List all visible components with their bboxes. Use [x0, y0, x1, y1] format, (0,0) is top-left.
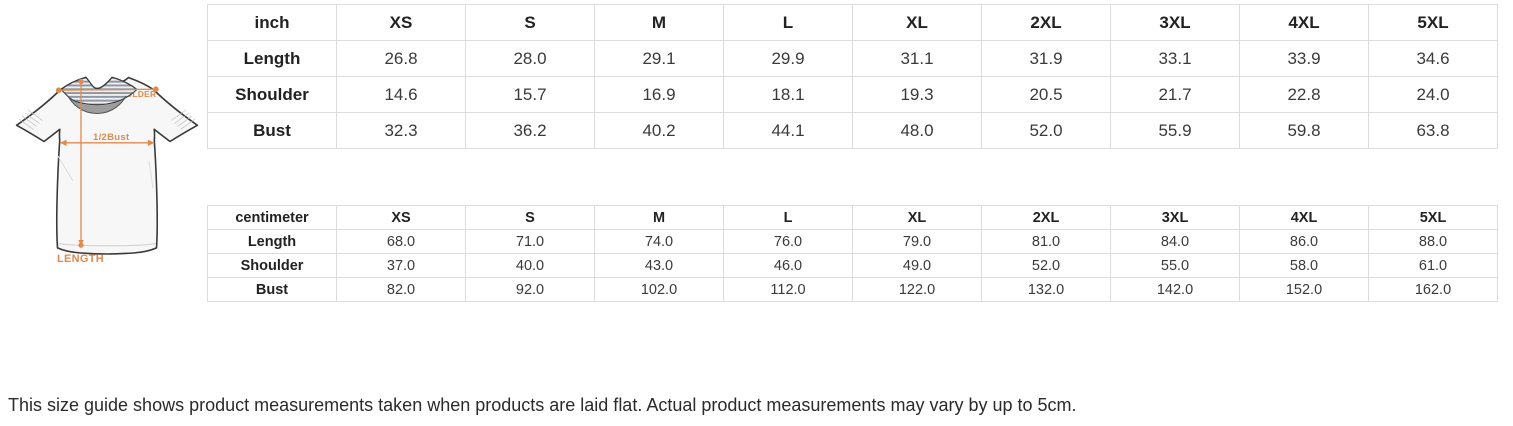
svg-text:LENGTH: LENGTH	[57, 253, 104, 265]
svg-text:1/2Bust: 1/2Bust	[93, 132, 130, 143]
